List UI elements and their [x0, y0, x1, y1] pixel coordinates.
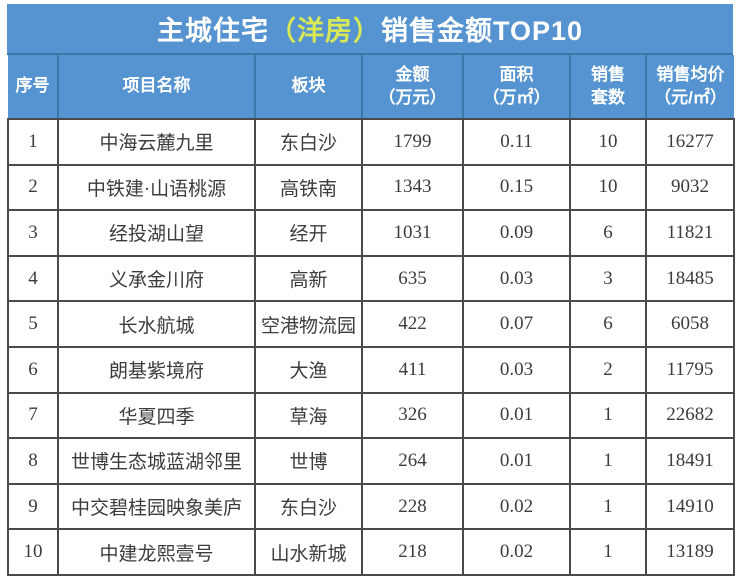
- table-cell: 草海: [254, 392, 363, 440]
- table-cell: 6058: [645, 301, 735, 348]
- table-cell: 0.11: [462, 119, 571, 166]
- table-cell: 3: [569, 255, 647, 303]
- table-cell: 华夏四季: [57, 392, 256, 440]
- table-cell: 218: [361, 529, 464, 576]
- table-row: 1 中海云麓九里 东白沙 1799 0.11 10 16277: [7, 119, 735, 166]
- table-cell: 6: [569, 301, 647, 348]
- table-cell: 中铁建·山语桃源: [57, 164, 256, 212]
- table-cell: 0.03: [462, 255, 571, 303]
- table-cell: 0.09: [462, 210, 571, 257]
- column-header-3: 金额 （万元）: [361, 55, 463, 120]
- table-cell: 264: [361, 438, 464, 485]
- title-suffix: 销售金额TOP10: [380, 16, 584, 46]
- table-cell: 经开: [254, 210, 363, 257]
- table-row: 2 中铁建·山语桃源 高铁南 1343 0.15 10 9032: [7, 164, 735, 212]
- column-header-1: 项目名称: [57, 55, 255, 120]
- table-cell: 422: [361, 301, 464, 348]
- table-cell: 0.01: [462, 438, 571, 485]
- table-cell: 10: [569, 164, 647, 212]
- table-cell: 2: [7, 164, 59, 212]
- table-cell: 1: [7, 119, 59, 166]
- table-row: 3 经投湖山望 经开 1031 0.09 6 11821: [7, 210, 735, 257]
- table-cell: 东白沙: [254, 119, 363, 166]
- table-cell: 1: [569, 529, 647, 576]
- table-row: 9 中交碧桂园映象美庐 东白沙 228 0.02 1 14910: [7, 483, 735, 531]
- table-cell: 9: [7, 483, 59, 531]
- table-cell: 7: [7, 392, 59, 440]
- column-header-4: 面积 （万㎡）: [462, 55, 570, 120]
- table-cell: 中交碧桂园映象美庐: [57, 483, 256, 531]
- table-cell: 4: [7, 255, 59, 303]
- table-cell: 空港物流园: [254, 301, 363, 348]
- column-header-5: 销售 套数: [569, 55, 646, 120]
- table-cell: 1: [569, 483, 647, 531]
- table-cell: 世博: [254, 438, 363, 485]
- table-cell: 0.03: [462, 346, 571, 394]
- table-cell: 14910: [645, 483, 735, 531]
- table-cell: 2: [569, 346, 647, 394]
- table-cell: 1031: [361, 210, 464, 257]
- table-cell: 朗基紫境府: [57, 346, 256, 394]
- table-cell: 1: [569, 438, 647, 485]
- title-prefix: 主城住宅: [156, 16, 269, 46]
- table-cell: 5: [7, 301, 59, 348]
- table-row: 7 华夏四季 草海 326 0.01 1 22682: [7, 392, 735, 440]
- table-cell: 11795: [645, 346, 735, 394]
- table-cell: 长水航城: [57, 301, 256, 348]
- table-cell: 18485: [645, 255, 735, 303]
- table-title: 主城住宅 （洋房） 销售金额TOP10: [7, 4, 733, 55]
- table-cell: 0.07: [462, 301, 571, 348]
- table-cell: 0.01: [462, 392, 571, 440]
- table-cell: 义承金川府: [57, 255, 256, 303]
- table-cell: 山水新城: [254, 529, 363, 576]
- table-cell: 经投湖山望: [57, 210, 256, 257]
- table-row: 4 义承金川府 高新 635 0.03 3 18485: [7, 255, 735, 303]
- table-cell: 大渔: [254, 346, 363, 394]
- table-body: 1 中海云麓九里 东白沙 1799 0.11 10 16277 2 中铁建·山语桃源 高铁南 134…: [7, 119, 735, 576]
- table-cell: 228: [361, 483, 464, 531]
- table-cell: 3: [7, 210, 59, 257]
- table-cell: 中海云麓九里: [57, 119, 256, 166]
- table-cell: 16277: [645, 119, 735, 166]
- table-cell: 10: [7, 529, 59, 576]
- table-cell: 8: [7, 438, 59, 485]
- table-cell: 9032: [645, 164, 735, 212]
- column-header-6: 销售均价 （元/㎡）: [645, 55, 734, 120]
- table-cell: 411: [361, 346, 464, 394]
- column-header-2: 板块: [254, 55, 362, 120]
- table-cell: 18491: [645, 438, 735, 485]
- table-cell: 中建龙熙壹号: [57, 529, 256, 576]
- table-row: 5 长水航城 空港物流园 422 0.07 6 6058: [7, 301, 735, 348]
- sales-ranking-report: 主城住宅 （洋房） 销售金额TOP10 序号 项目名称 板块 金额 （万元） 面积 （万㎡）…: [7, 4, 735, 578]
- table-header: 序号 项目名称 板块 金额 （万元） 面积 （万㎡） 销售 套数 销售均价 （元/㎡）: [8, 55, 734, 120]
- table-cell: 326: [361, 392, 464, 440]
- table-cell: 22682: [645, 392, 735, 440]
- table-cell: 世博生态城蓝湖邻里: [57, 438, 256, 485]
- table-cell: 高新: [254, 255, 363, 303]
- table-cell: 高铁南: [254, 164, 363, 212]
- table-cell: 东白沙: [254, 483, 363, 531]
- table-cell: 6: [569, 210, 647, 257]
- table-cell: 10: [569, 119, 647, 166]
- table-cell: 1799: [361, 119, 464, 166]
- title-highlight: （洋房）: [268, 16, 381, 46]
- table-cell: 0.02: [462, 529, 571, 576]
- table-row: 6 朗基紫境府 大渔 411 0.03 2 11795: [7, 346, 735, 394]
- table-cell: 11821: [645, 210, 735, 257]
- table-cell: 1343: [361, 164, 464, 212]
- table-row: 10 中建龙熙壹号 山水新城 218 0.02 1 13189: [7, 529, 735, 576]
- table-cell: 1: [569, 392, 647, 440]
- table-cell: 0.02: [462, 483, 571, 531]
- table-cell: 6: [7, 346, 59, 394]
- table-cell: 635: [361, 255, 464, 303]
- table-cell: 0.15: [462, 164, 571, 212]
- column-header-0: 序号: [8, 55, 58, 120]
- header-row: 序号 项目名称 板块 金额 （万元） 面积 （万㎡） 销售 套数 销售均价 （元/㎡）: [8, 55, 734, 120]
- table-cell: 13189: [645, 529, 735, 576]
- table-row: 8 世博生态城蓝湖邻里 世博 264 0.01 1 18491: [7, 438, 735, 485]
